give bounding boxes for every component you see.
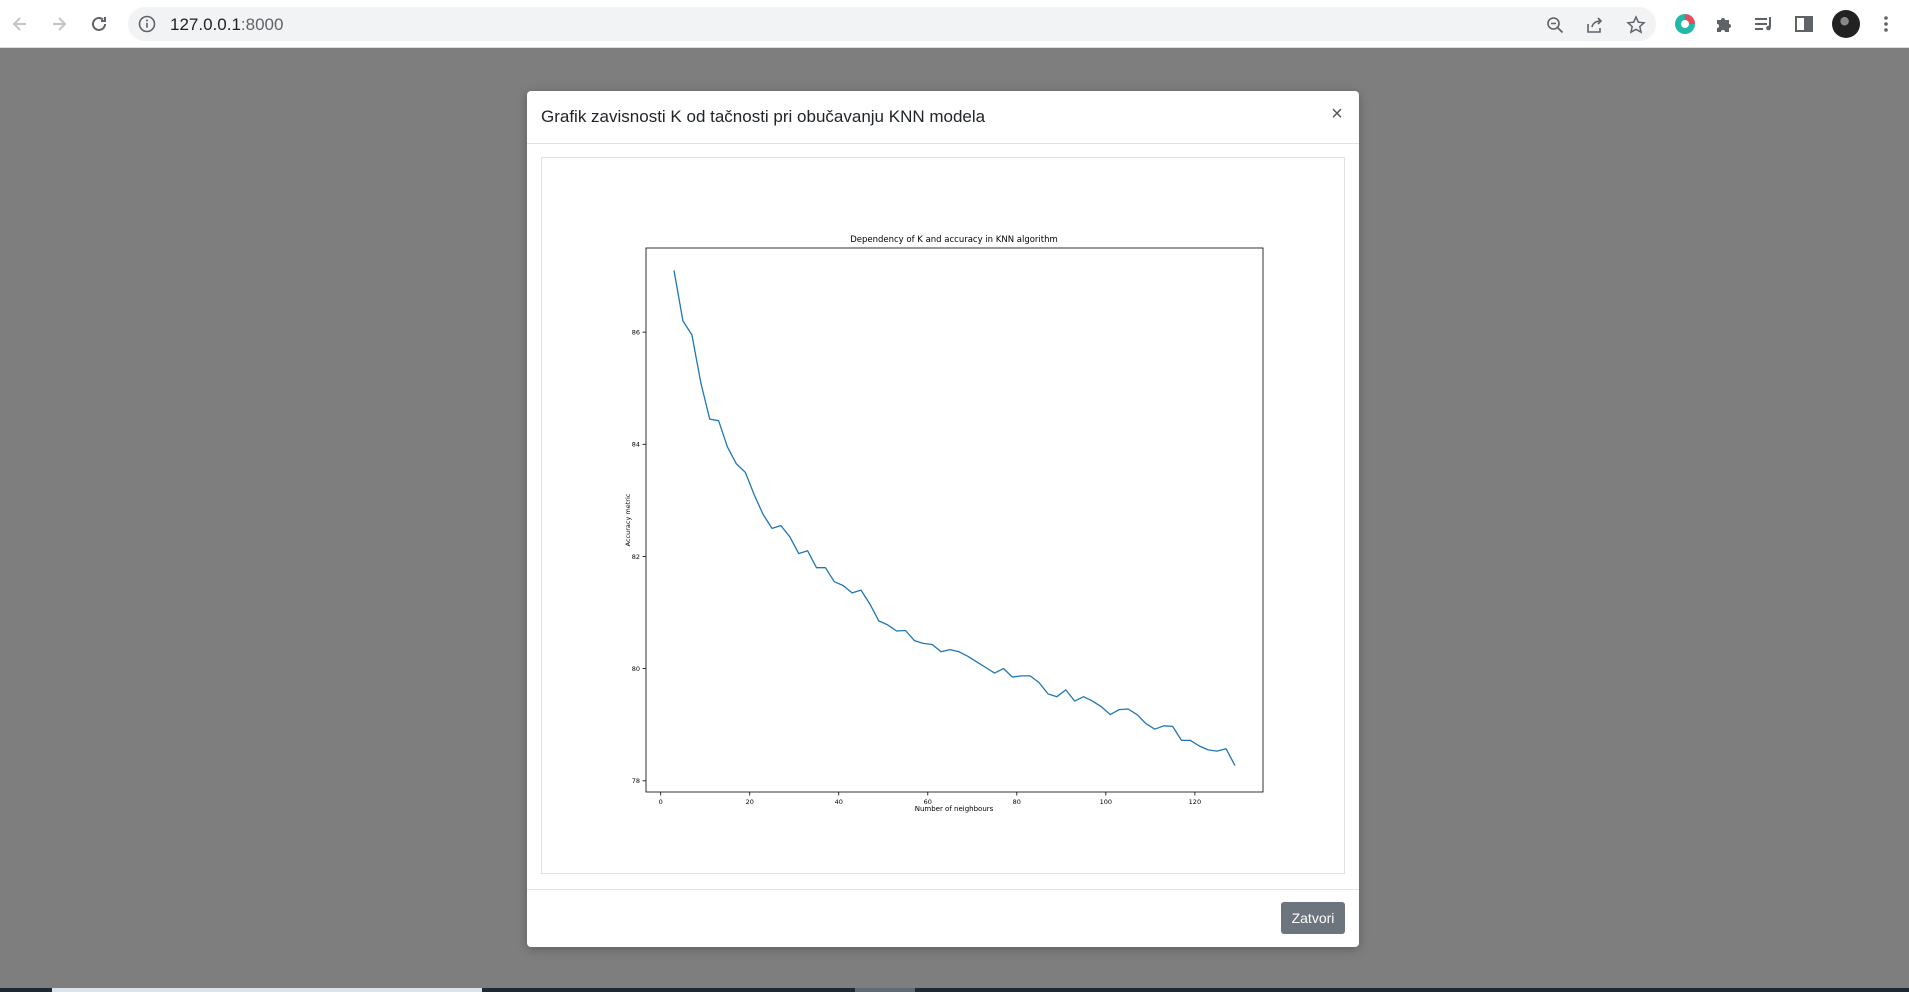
share-icon[interactable] bbox=[1584, 14, 1606, 36]
extension-colored-icon[interactable] bbox=[1673, 12, 1697, 36]
y-axis: 78 80 82 84 86 bbox=[632, 328, 646, 785]
accuracy-chart: Dependency of K and accuracy in KNN algo… bbox=[624, 235, 1264, 813]
x-tick-label: 0 bbox=[659, 798, 663, 806]
url-text[interactable]: 127.0.0.1:8000 bbox=[170, 15, 283, 35]
series-line bbox=[673, 270, 1236, 766]
url-host: 127.0.0.1 bbox=[170, 15, 241, 34]
chart-title: Dependency of K and accuracy in KNN algo… bbox=[850, 235, 1058, 245]
forward-arrow-icon[interactable] bbox=[44, 9, 74, 39]
y-tick-label: 84 bbox=[632, 441, 640, 449]
x-tick-label: 60 bbox=[924, 798, 932, 806]
url-port: :8000 bbox=[240, 15, 284, 34]
x-tick-label: 80 bbox=[1013, 798, 1021, 806]
y-tick-label: 80 bbox=[632, 665, 640, 673]
side-panel-icon[interactable] bbox=[1792, 12, 1816, 36]
profile-avatar[interactable] bbox=[1832, 10, 1860, 38]
reload-icon[interactable] bbox=[84, 9, 114, 39]
x-axis: 0 20 40 60 80 100 120 bbox=[659, 792, 1201, 806]
close-button[interactable]: Zatvori bbox=[1281, 902, 1345, 934]
y-axis-label: Accuracy metric bbox=[624, 493, 632, 546]
x-tick-label: 100 bbox=[1100, 798, 1112, 806]
zoom-icon[interactable] bbox=[1544, 14, 1566, 36]
x-tick-label: 40 bbox=[835, 798, 843, 806]
modal-footer: Zatvori bbox=[527, 889, 1359, 947]
bookmark-star-icon[interactable] bbox=[1625, 14, 1647, 36]
address-bar[interactable]: 127.0.0.1:8000 bbox=[128, 7, 1656, 41]
series-layer bbox=[673, 270, 1236, 766]
x-tick-label: 20 bbox=[746, 798, 754, 806]
x-tick-label: 120 bbox=[1189, 798, 1201, 806]
media-queue-icon[interactable] bbox=[1752, 12, 1776, 36]
back-arrow-icon[interactable] bbox=[5, 9, 35, 39]
taskbar-segment bbox=[52, 988, 482, 992]
modal-title: Grafik zavisnosti K od tačnosti pri obuč… bbox=[541, 107, 986, 126]
x-axis-label: Number of neighbours bbox=[915, 805, 994, 813]
taskbar bbox=[0, 988, 1909, 992]
browser-toolbar: 127.0.0.1:8000 bbox=[0, 0, 1909, 48]
info-icon[interactable] bbox=[138, 15, 156, 38]
modal-header: Grafik zavisnosti K od tačnosti pri obuč… bbox=[527, 91, 1359, 144]
chart-modal: Grafik zavisnosti K od tačnosti pri obuč… bbox=[527, 91, 1359, 947]
taskbar-segment bbox=[855, 988, 915, 992]
puzzle-icon[interactable] bbox=[1712, 12, 1736, 36]
y-tick-label: 86 bbox=[632, 328, 640, 336]
y-tick-label: 82 bbox=[632, 553, 640, 561]
close-icon[interactable]: × bbox=[1331, 103, 1343, 125]
y-tick-label: 78 bbox=[632, 777, 640, 785]
modal-body: Dependency of K and accuracy in KNN algo… bbox=[541, 157, 1345, 874]
menu-kebab-icon[interactable] bbox=[1874, 12, 1898, 36]
plot-area bbox=[645, 247, 1264, 793]
